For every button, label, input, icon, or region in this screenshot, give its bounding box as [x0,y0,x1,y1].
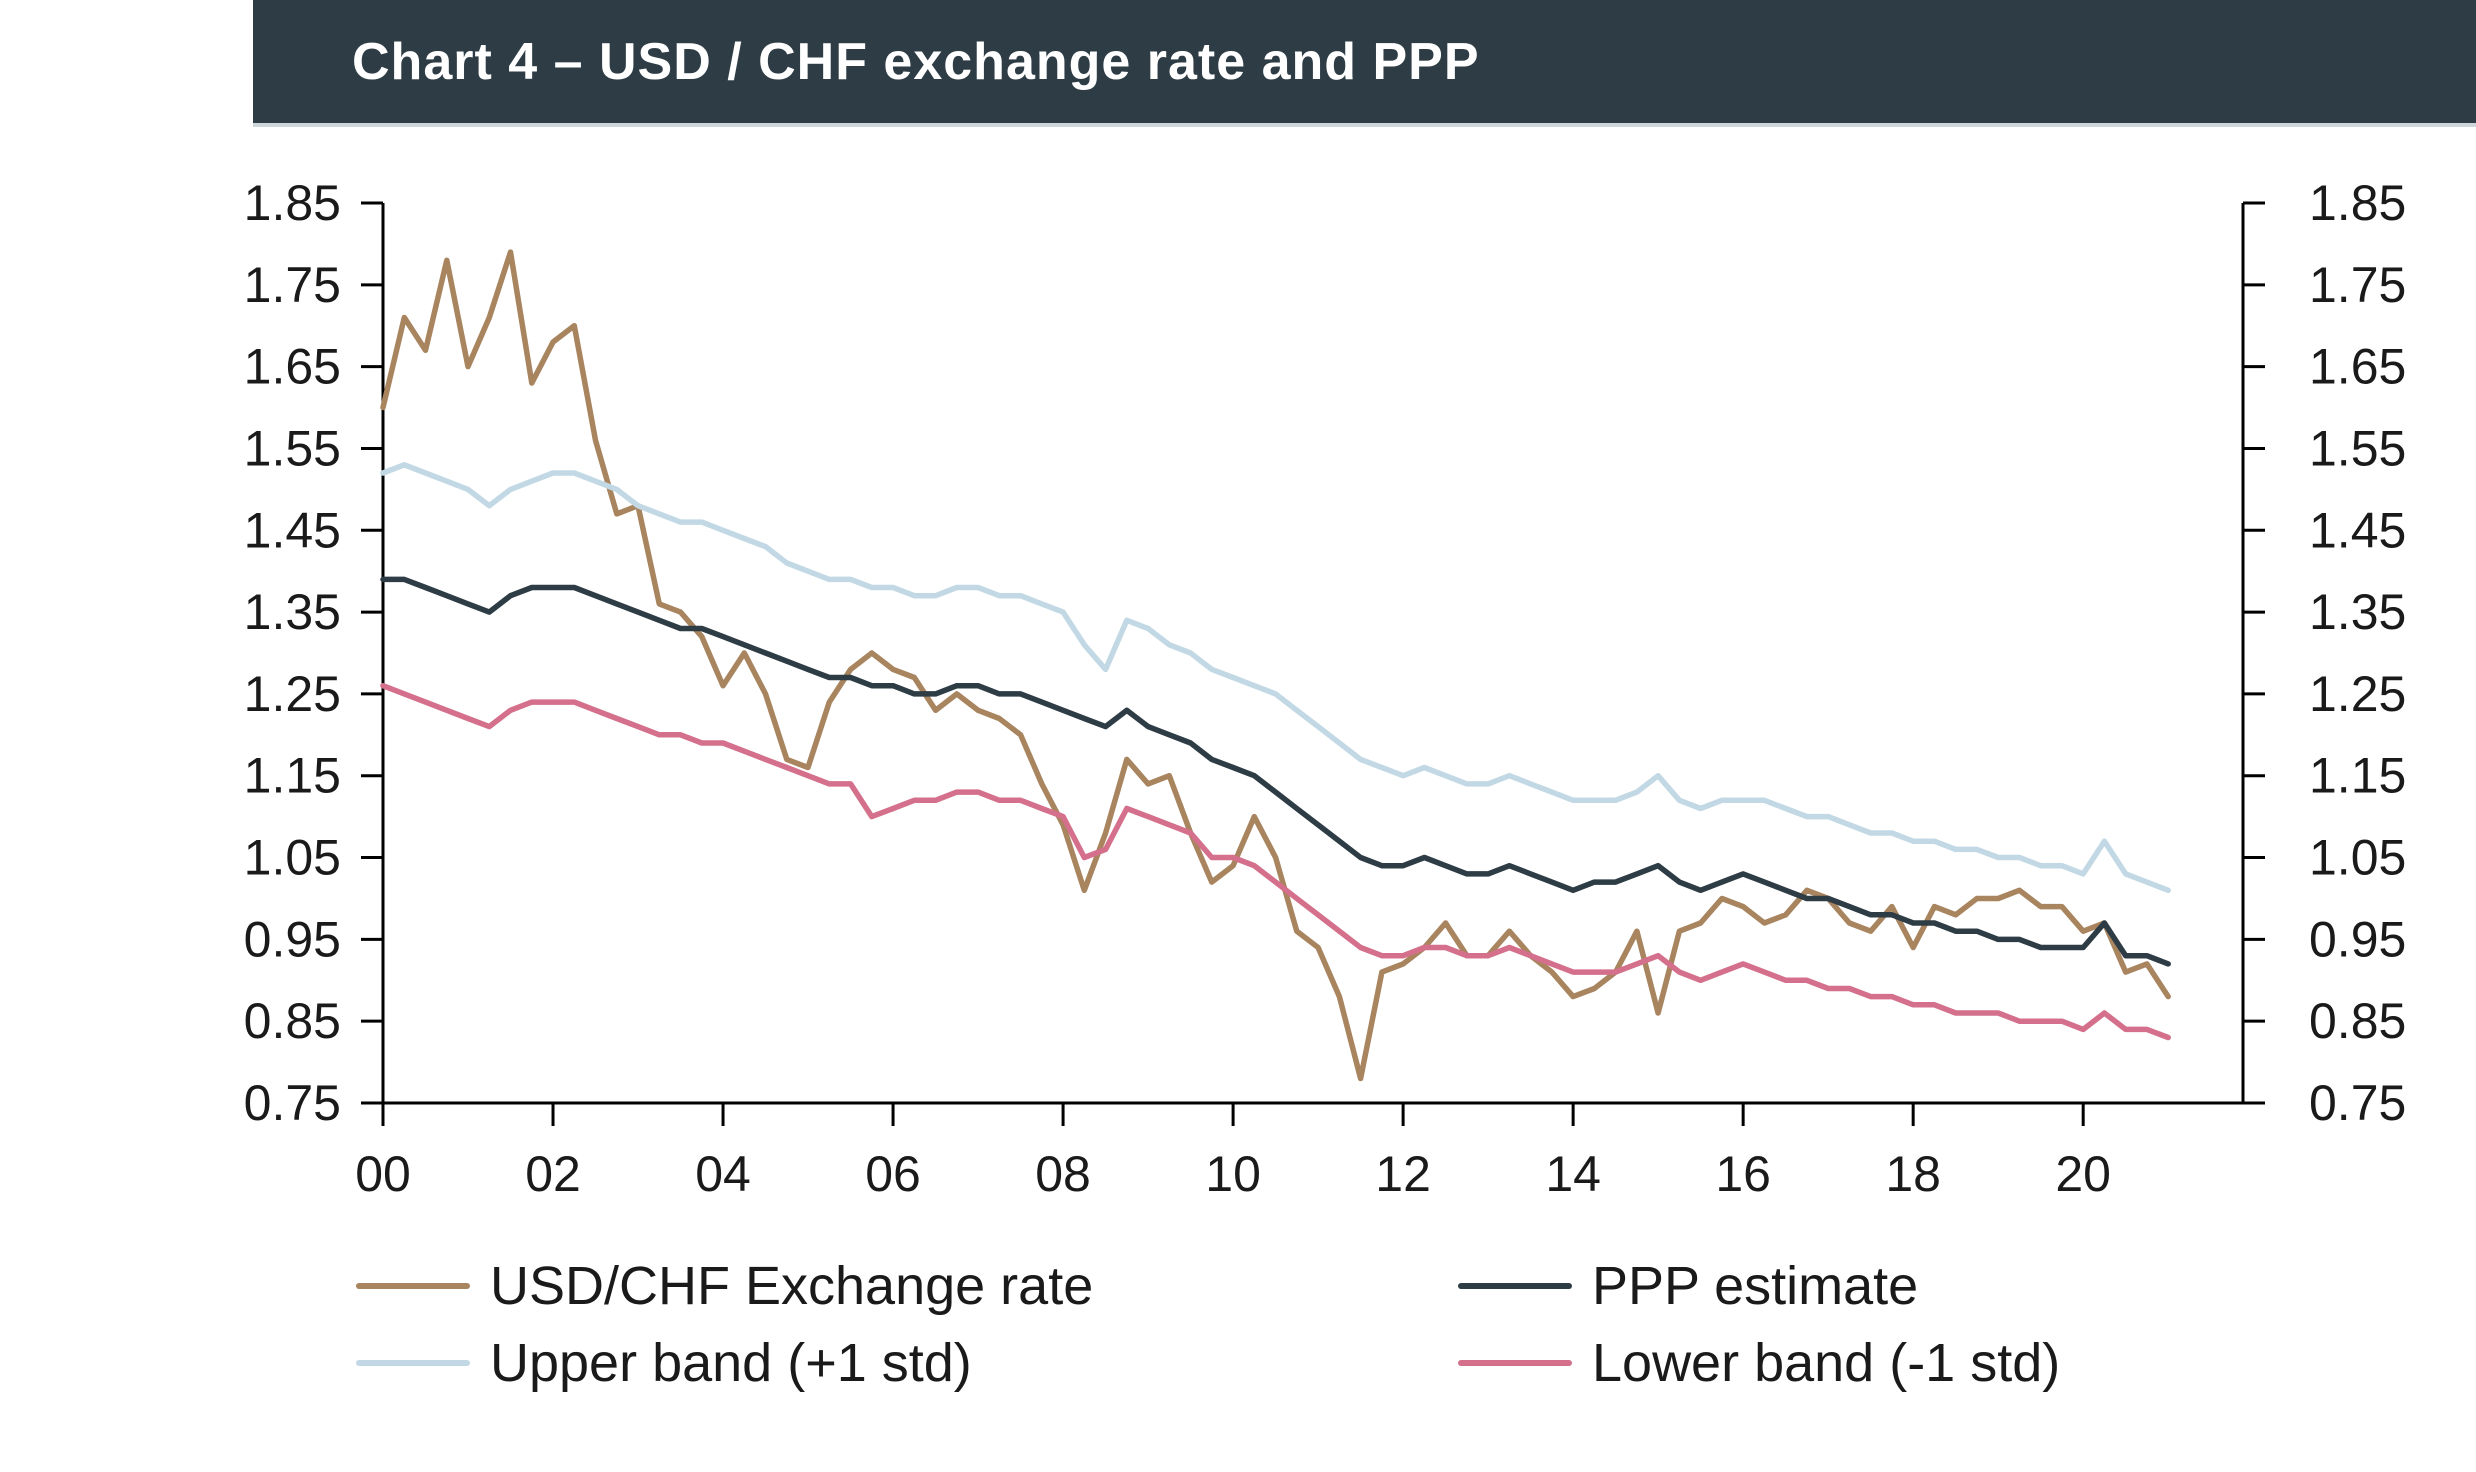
y-tick-label-left: 1.25 [244,666,341,722]
y-tick-label-left: 1.65 [244,339,341,395]
y-tick-label-left: 0.85 [244,993,341,1049]
y-tick-label-right: 1.75 [2309,257,2406,313]
ppp-estimate-line-swatch [1458,1283,1572,1289]
y-tick-label-left: 1.45 [244,502,341,558]
y-tick-label-right: 0.75 [2309,1075,2406,1131]
y-tick-label-right: 1.15 [2309,748,2406,804]
y-tick-label-right: 1.05 [2309,830,2406,886]
y-tick-label-right: 1.45 [2309,502,2406,558]
x-tick-label: 16 [1715,1146,1771,1202]
y-tick-label-left: 1.75 [244,257,341,313]
legend-label-upper-band: Upper band (+1 std) [490,1333,972,1393]
y-tick-label-left: 1.05 [244,830,341,886]
x-tick-label: 10 [1205,1146,1261,1202]
series-line-1 [380,576,2171,967]
y-tick-label-right: 1.55 [2309,420,2406,476]
legend-label-ppp-estimate: PPP estimate [1592,1256,1919,1316]
y-tick-label-right: 0.85 [2309,993,2406,1049]
lower-band-line-swatch [1458,1360,1572,1366]
x-tick-label: 20 [2055,1146,2111,1202]
x-tick-label: 14 [1545,1146,1601,1202]
y-tick-label-left: 1.85 [244,175,341,231]
series-line-2 [380,462,2171,894]
x-tick-label: 12 [1375,1146,1431,1202]
x-tick-label: 06 [865,1146,921,1202]
exchange-rate-line-swatch [356,1283,470,1289]
y-tick-label-right: 1.85 [2309,175,2406,231]
y-tick-label-right: 0.95 [2309,911,2406,967]
chart-title: Chart 4 – USD / CHF exchange rate and PP… [352,32,1480,91]
x-tick-label: 04 [695,1146,751,1202]
x-tick-label: 02 [525,1146,581,1202]
x-tick-label: 00 [355,1146,411,1202]
y-tick-label-right: 1.25 [2309,666,2406,722]
y-tick-label-left: 1.15 [244,748,341,804]
legend-item-lower-band: Lower band (-1 std) [1458,1333,2060,1393]
x-tick-label: 18 [1885,1146,1941,1202]
upper-band-line-swatch [356,1360,470,1366]
y-tick-label-right: 1.65 [2309,339,2406,395]
y-tick-label-left: 1.35 [244,584,341,640]
chart-title-bar: Chart 4 – USD / CHF exchange rate and PP… [253,0,2476,127]
x-tick-label: 08 [1035,1146,1091,1202]
y-tick-label-right: 1.35 [2309,584,2406,640]
legend-item-ppp-estimate: PPP estimate [1458,1256,1918,1316]
y-tick-label-left: 1.55 [244,420,341,476]
series-line-0 [380,249,2171,1082]
series-line-3 [380,682,2171,1041]
y-tick-label-left: 0.95 [244,911,341,967]
legend-item-exchange-rate: USD/CHF Exchange rate [356,1256,1093,1316]
y-tick-label-left: 0.75 [244,1075,341,1131]
legend-label-lower-band: Lower band (-1 std) [1592,1333,2061,1393]
legend-label-exchange-rate: USD/CHF Exchange rate [490,1256,1094,1316]
legend-item-upper-band: Upper band (+1 std) [356,1333,972,1393]
